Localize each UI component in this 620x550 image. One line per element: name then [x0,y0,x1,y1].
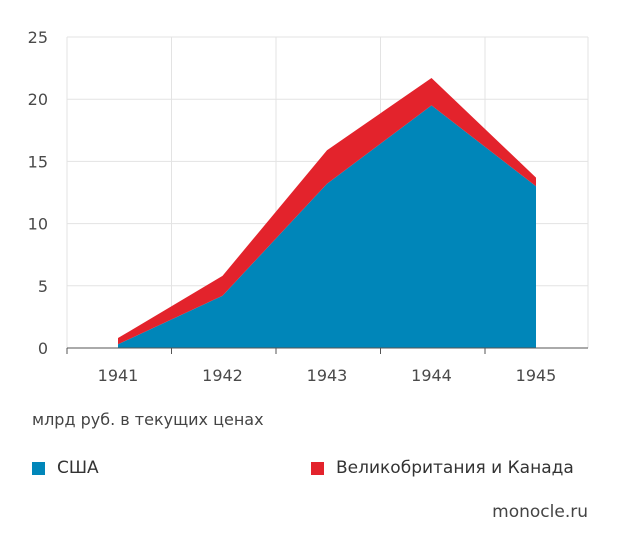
y-tick-label: 0 [38,339,48,358]
y-tick-label: 20 [28,90,48,109]
y-tick-label: 10 [28,215,48,234]
legend-swatch-usa [32,461,45,475]
y-tick-label: 25 [28,28,48,47]
area-chart: 0 5 10 15 20 25 1941 1942 1943 1944 1945 [28,28,589,385]
area-series-1 [118,78,536,345]
x-tick-label: 1943 [307,366,348,385]
unit-note: млрд руб. в текущих ценах [32,410,264,429]
x-tick-label: 1944 [411,366,452,385]
legend-item-uk-canada: Великобритания и Канада [311,458,574,478]
x-tick-label: 1942 [202,366,243,385]
area-series [118,78,536,348]
x-tick-label: 1941 [98,366,139,385]
legend-label-usa: США [57,458,99,478]
area-series-0 [118,105,536,348]
x-tick-label: 1945 [516,366,557,385]
y-tick-label: 15 [28,152,48,171]
legend-swatch-uk-canada [311,461,324,475]
legend-item-usa: США [32,458,99,478]
y-tick-label: 5 [38,277,48,296]
axes: 0 5 10 15 20 25 1941 1942 1943 1944 1945 [28,28,588,385]
legend-label-uk-canada: Великобритания и Канада [336,458,574,478]
source-label: monocle.ru [492,502,588,522]
